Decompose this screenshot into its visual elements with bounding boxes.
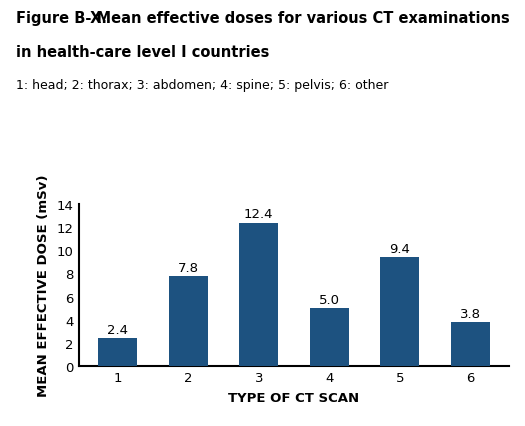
Text: 7.8: 7.8 [178, 261, 199, 274]
Text: in health-care level I countries: in health-care level I countries [16, 45, 269, 60]
Bar [239, 223, 278, 366]
Text: 2.4: 2.4 [107, 324, 128, 337]
Text: 12.4: 12.4 [244, 208, 274, 221]
Text: 1: head; 2: thorax; 3: abdomen; 4: spine; 5: pelvis; 6: other: 1: head; 2: thorax; 3: abdomen; 4: spine… [16, 79, 388, 92]
Text: 9.4: 9.4 [390, 243, 410, 256]
Text: Mean effective doses for various CT examinations: Mean effective doses for various CT exam… [76, 11, 510, 26]
X-axis label: TYPE OF CT SCAN: TYPE OF CT SCAN [228, 391, 360, 404]
Bar [169, 276, 207, 366]
Text: Figure B-X.: Figure B-X. [16, 11, 107, 26]
Text: 5.0: 5.0 [319, 294, 340, 306]
Bar [381, 258, 419, 366]
Text: 3.8: 3.8 [460, 308, 481, 320]
Bar [451, 322, 490, 366]
Bar [98, 339, 137, 366]
Bar [310, 308, 349, 366]
Y-axis label: MEAN EFFECTIVE DOSE (mSv): MEAN EFFECTIVE DOSE (mSv) [37, 174, 50, 397]
